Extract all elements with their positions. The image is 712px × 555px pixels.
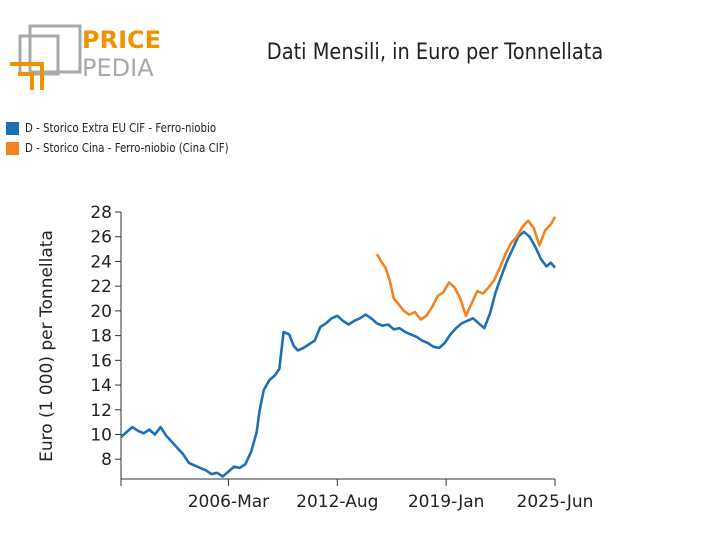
legend-swatch-extra-eu xyxy=(6,121,19,135)
y-tick-label: 20 xyxy=(90,302,112,322)
x-tick-label: 2019-Jan xyxy=(408,492,485,512)
y-tick-label: 16 xyxy=(90,351,112,371)
x-tick-label: 2025-Jun xyxy=(517,492,594,512)
svg-text:PRICE: PRICE xyxy=(82,26,161,54)
legend-item-cina[interactable]: D - Storico Cina - Ferro-niobio (Cina CI… xyxy=(6,138,265,158)
axes: 8 10 12 14 16 18 20 22 24 26 28 2006-Mar 2012-Aug 201… xyxy=(90,203,593,512)
y-tick-label: 28 xyxy=(90,203,112,223)
legend-label-extra-eu: D - Storico Extra EU CIF - Ferro-niobio xyxy=(25,121,217,135)
legend-item-extra-eu[interactable]: D - Storico Extra EU CIF - Ferro-niobio xyxy=(6,118,265,138)
series-layer xyxy=(120,216,557,478)
y-tick-label: 24 xyxy=(90,252,112,272)
chart-title: Dati Mensili, in Euro per Tonnellata xyxy=(266,40,604,65)
series-line-extra-eu xyxy=(120,230,556,478)
x-tick-label: 2006-Mar xyxy=(188,492,269,512)
x-tick-label: 2012-Aug xyxy=(296,492,378,512)
y-axis-label: Euro (1 000) per Tonnellata xyxy=(37,230,57,462)
y-tick-label: 8 xyxy=(101,450,112,470)
y-tick-label: 18 xyxy=(90,327,112,347)
series-line-cina xyxy=(375,216,557,321)
legend: D - Storico Extra EU CIF - Ferro-niobio … xyxy=(6,118,265,158)
legend-label-cina: D - Storico Cina - Ferro-niobio (Cina CI… xyxy=(25,141,229,155)
y-tick-label: 14 xyxy=(90,376,112,396)
y-tick-label: 12 xyxy=(90,401,112,421)
svg-text:PEDIA: PEDIA xyxy=(82,54,154,82)
y-tick-label: 22 xyxy=(90,277,112,297)
legend-swatch-cina xyxy=(6,141,19,155)
y-tick-label: 26 xyxy=(90,228,112,248)
pricepedia-logo: PRICE PEDIA xyxy=(10,24,161,90)
y-tick-label: 10 xyxy=(90,426,112,446)
